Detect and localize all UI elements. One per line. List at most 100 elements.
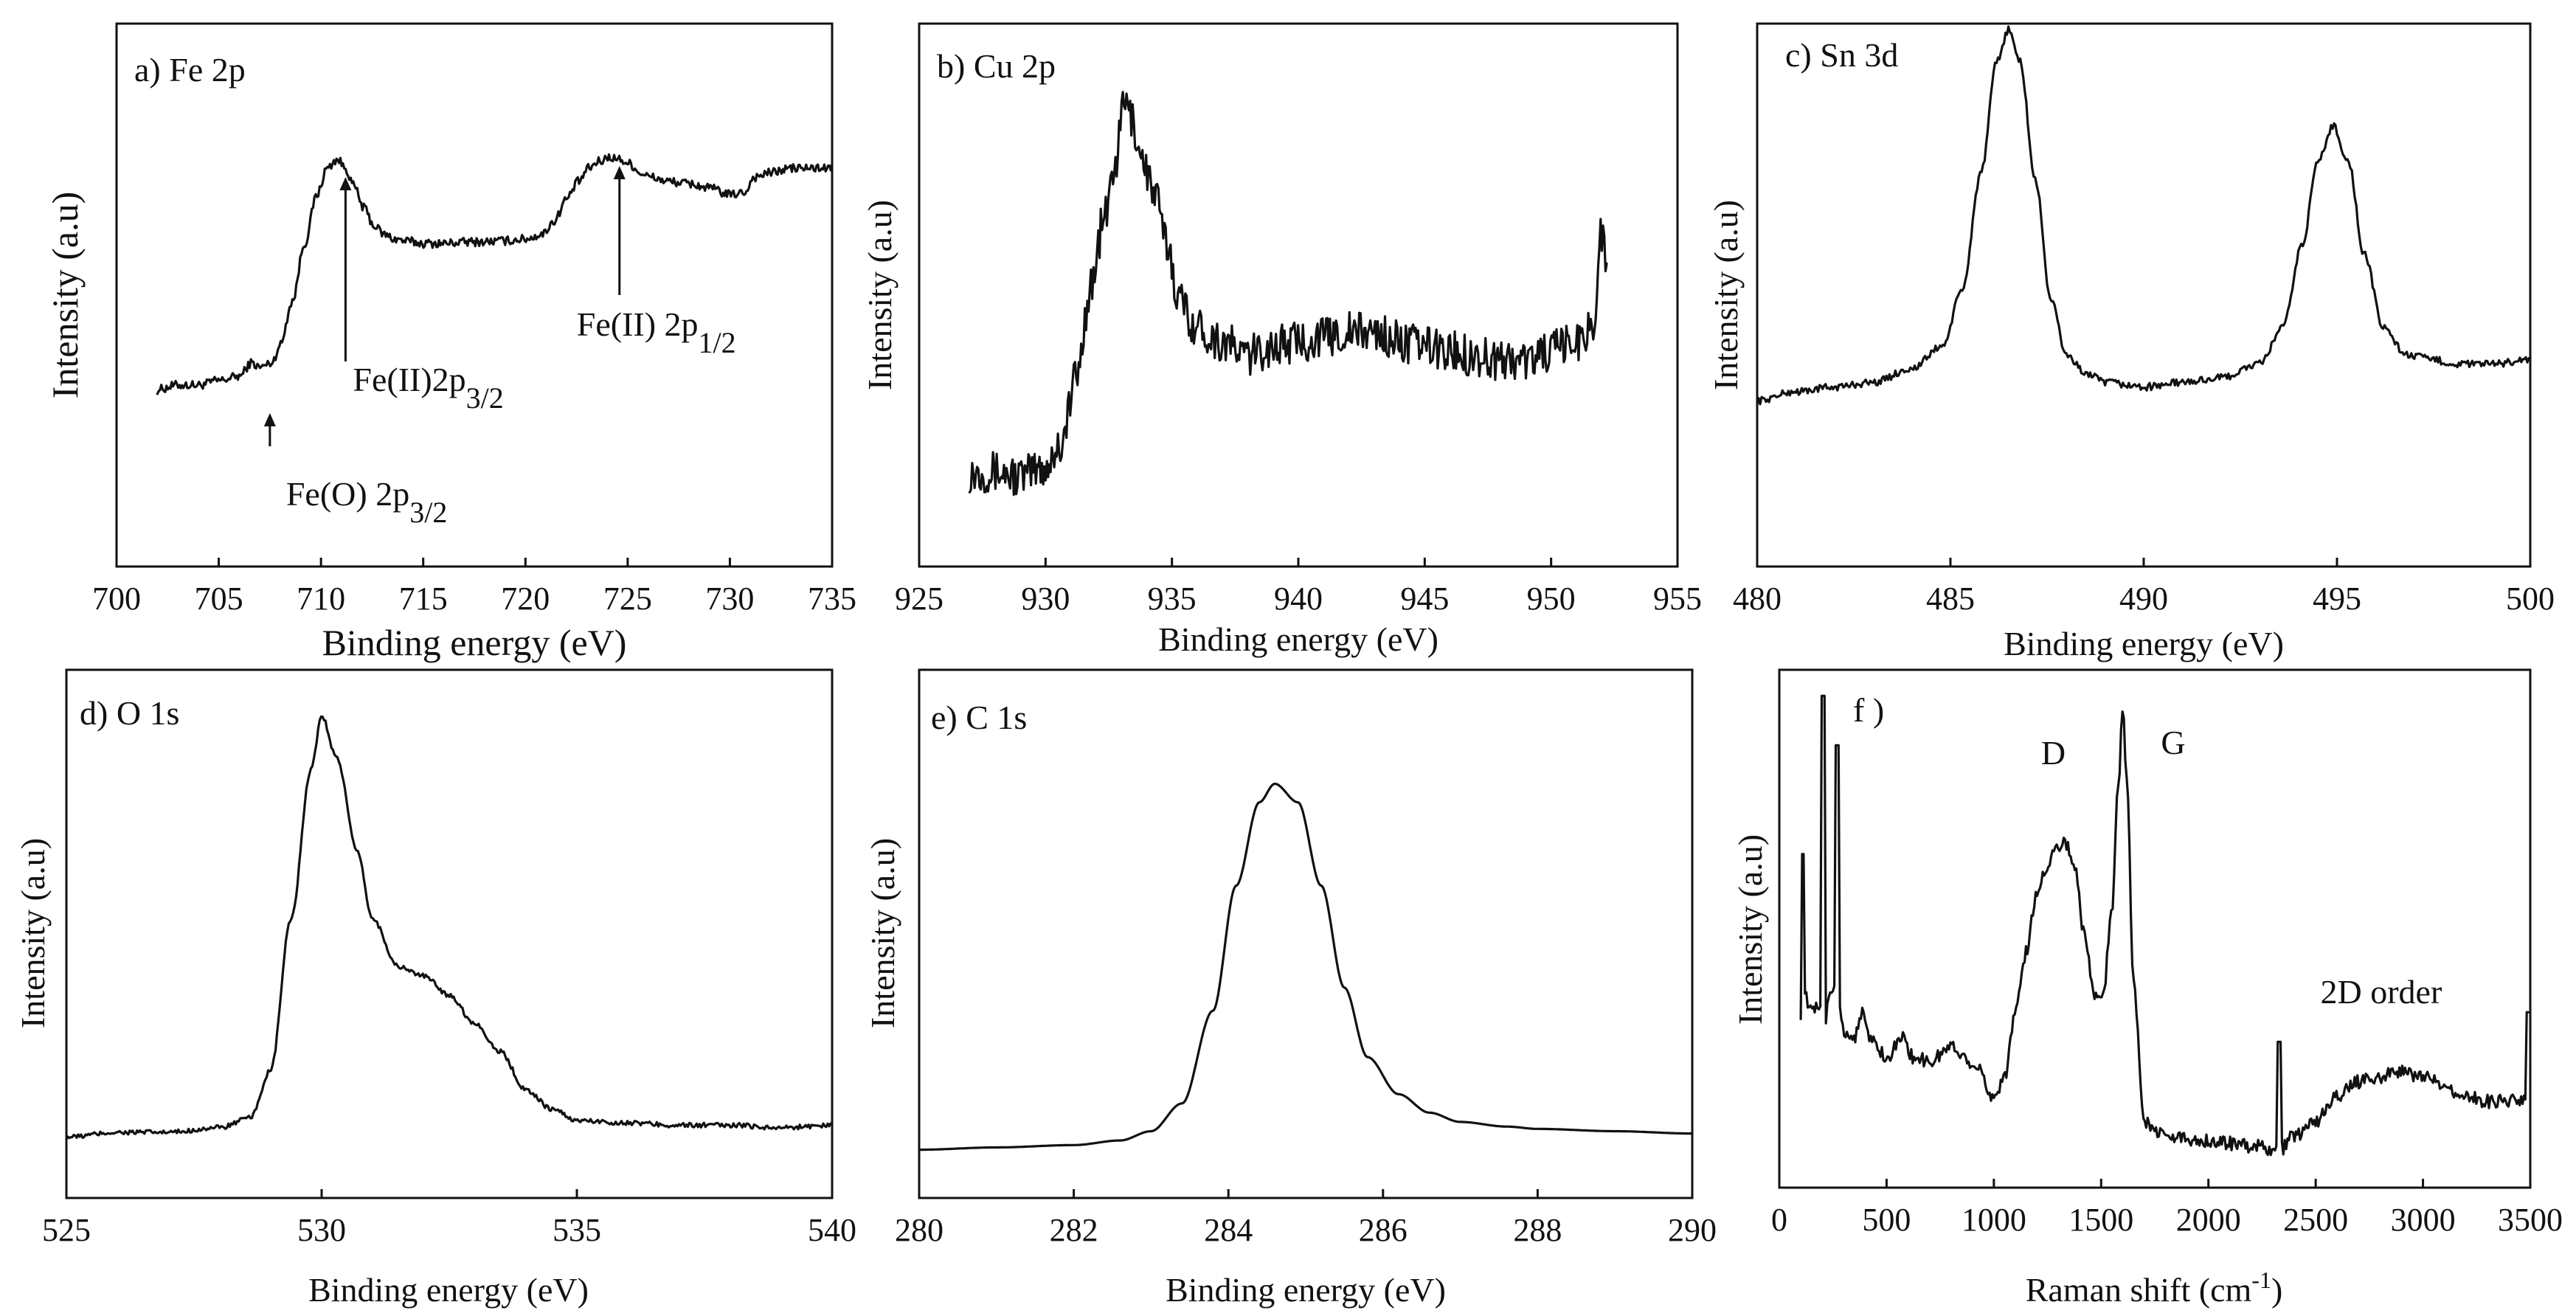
- panel-d-title: d) O 1s: [80, 694, 179, 732]
- panel-b-xtick-label: 950: [1527, 581, 1576, 617]
- annotation-label: 2D order: [2320, 973, 2442, 1011]
- annotation-label-main: Fe(II)2p: [353, 361, 465, 398]
- panel-e: e) C 1s Binding energy (eV) Intensity (a…: [864, 668, 1717, 1309]
- panel-f-title: f ): [1853, 691, 1884, 729]
- panel-b: b) Cu 2p Binding energy (eV) Intensity (…: [861, 22, 1702, 658]
- panel-c-xtick-label: 500: [2506, 581, 2555, 617]
- panel-c-trace: [1756, 25, 2532, 406]
- panel-d-xtick-label: 525: [42, 1212, 91, 1248]
- panel-d-xtick-label: 535: [553, 1212, 601, 1248]
- annotation-arrowhead: [339, 177, 352, 190]
- panel-e-xlabel: Binding energy (eV): [1166, 1271, 1446, 1309]
- panel-a-ylabel: Intensity (a.u): [44, 192, 86, 398]
- panel-d-trace: [65, 715, 834, 1141]
- panel-c-axes: [1756, 22, 2532, 568]
- panel-f-trace: [1799, 694, 2530, 1157]
- panel-d-axes: [65, 668, 834, 1199]
- annotation-label-sub: 3/2: [409, 496, 447, 529]
- annotation-label: Fe(O) 2p3/2: [286, 475, 447, 529]
- panel-f-xlabel-close: ): [2271, 1271, 2282, 1309]
- annotation-label-main: Fe(O) 2p: [286, 475, 409, 513]
- panel-c: c) Sn 3d Binding energy (eV) Intensity (…: [1707, 22, 2555, 662]
- panel-f-xlabel: Raman shift (cm-1): [2026, 1267, 2283, 1309]
- panel-a-xtick-label: 700: [92, 581, 141, 617]
- panel-a-xlabel: Binding energy (eV): [322, 622, 627, 663]
- panel-c-ylabel: Intensity (a.u): [1707, 200, 1745, 390]
- panel-c-xtick-label: 485: [1926, 581, 1975, 617]
- panel-f: f ) Raman shift (cm-1) Intensity (a.u) 0…: [1731, 668, 2563, 1309]
- panel-e-xtick-label: 290: [1668, 1212, 1717, 1248]
- panel-b-title: b) Cu 2p: [937, 47, 1056, 85]
- panel-a-xtick-label: 725: [603, 581, 652, 617]
- panel-e-xtick-label: 284: [1204, 1212, 1253, 1248]
- panel-f-xlabel-main: Raman shift (cm: [2026, 1271, 2252, 1309]
- panel-b-xtick-label: 925: [895, 581, 944, 617]
- panel-b-xtick-label: 940: [1274, 581, 1323, 617]
- panel-d: d) O 1s Binding energy (eV) Intensity (a…: [14, 668, 856, 1309]
- panel-a-xtick-label: 705: [195, 581, 243, 617]
- panel-d-xticks: 525 530 535 540: [42, 1189, 856, 1248]
- panel-f-xtick-label: 2500: [2283, 1202, 2348, 1238]
- panel-a-annotations: Fe(II)2p3/2Fe(II) 2p1/2Fe(O) 2p3/2: [263, 166, 736, 529]
- panel-e-xtick-label: 286: [1359, 1212, 1408, 1248]
- panel-f-annotations: D G 2D order: [2041, 724, 2442, 1011]
- panel-a-xtick-label: 735: [808, 581, 856, 617]
- panel-f-xtick-label: 1000: [1962, 1202, 2026, 1238]
- panel-f-xtick-label: 3000: [2391, 1202, 2456, 1238]
- panel-c-xtick-label: 490: [2119, 581, 2168, 617]
- panel-d-ylabel: Intensity (a.u): [14, 838, 52, 1028]
- annotation-label: G: [2161, 724, 2185, 761]
- panel-b-axes: [918, 22, 1679, 568]
- panel-b-xtick-label: 955: [1653, 581, 1702, 617]
- panel-a-xtick-label: 720: [501, 581, 550, 617]
- panel-e-ylabel: Intensity (a.u): [864, 838, 901, 1028]
- annotation-label: Fe(II)2p3/2: [353, 361, 503, 415]
- panel-b-ylabel: Intensity (a.u): [861, 200, 899, 390]
- panel-c-xlabel: Binding energy (eV): [2004, 625, 2284, 662]
- panel-d-xtick-label: 530: [297, 1212, 346, 1248]
- panel-f-xtick-label: 0: [1771, 1202, 1787, 1238]
- annotation-arrowhead: [263, 413, 276, 426]
- panel-a-xtick-label: 710: [297, 581, 345, 617]
- panel-a-trace: [156, 153, 834, 395]
- panel-e-axes: [918, 668, 1694, 1199]
- annotation-label-sub: 1/2: [699, 326, 736, 359]
- panel-a-xticks: 700 705 710 715 720 725 730 735: [92, 558, 856, 617]
- panel-f-axes: [1778, 668, 2532, 1189]
- panel-f-xtick-label: 500: [1862, 1202, 1911, 1238]
- panel-c-xticks: 480 485 490 495 500: [1733, 558, 2555, 617]
- annotation-label: D: [2041, 734, 2066, 772]
- panel-a-title: a) Fe 2p: [134, 51, 246, 89]
- panel-f-ylabel: Intensity (a.u): [1731, 834, 1769, 1025]
- annotation-label: Fe(II) 2p1/2: [577, 305, 736, 359]
- panel-b-xticks: 925 930 935 940 945 950 955: [895, 558, 1702, 617]
- panel-c-xtick-label: 480: [1733, 581, 1782, 617]
- panel-a-xtick-label: 715: [399, 581, 448, 617]
- panel-a-xtick-label: 730: [705, 581, 754, 617]
- panel-d-xlabel: Binding energy (eV): [308, 1271, 589, 1309]
- annotation-label-main: Fe(II) 2p: [577, 305, 699, 343]
- panel-c-title: c) Sn 3d: [1785, 36, 1898, 74]
- panel-d-xtick-label: 540: [808, 1212, 856, 1248]
- panel-f-xtick-label: 1500: [2068, 1202, 2133, 1238]
- panel-f-xtick-label: 2000: [2176, 1202, 2241, 1238]
- panel-a: a) Fe 2p Binding energy (eV) Intensity (…: [44, 22, 856, 663]
- panel-b-xtick-label: 935: [1148, 581, 1197, 617]
- panel-b-trace: [968, 91, 1608, 496]
- panel-e-xticks: 280 282 284 286 288 290: [895, 1189, 1717, 1248]
- panel-b-xlabel: Binding energy (eV): [1158, 620, 1438, 658]
- panel-f-xlabel-sup: -1: [2251, 1267, 2271, 1293]
- panel-e-xtick-label: 282: [1050, 1212, 1098, 1248]
- panel-a-axes: [115, 22, 834, 568]
- panel-f-xtick-label: 3500: [2498, 1202, 2563, 1238]
- panel-b-xtick-label: 930: [1021, 581, 1070, 617]
- panel-e-xtick-label: 280: [895, 1212, 944, 1248]
- panel-c-xtick-label: 495: [2313, 581, 2361, 617]
- panel-f-xticks: 0 500 1000 1500 2000 2500 3000 3500: [1771, 1179, 2563, 1238]
- panel-e-title: e) C 1s: [931, 699, 1027, 736]
- annotation-label-sub: 3/2: [466, 381, 504, 415]
- panel-e-xtick-label: 288: [1513, 1212, 1562, 1248]
- panel-b-xtick-label: 945: [1400, 581, 1449, 617]
- panel-e-trace: [918, 782, 1694, 1152]
